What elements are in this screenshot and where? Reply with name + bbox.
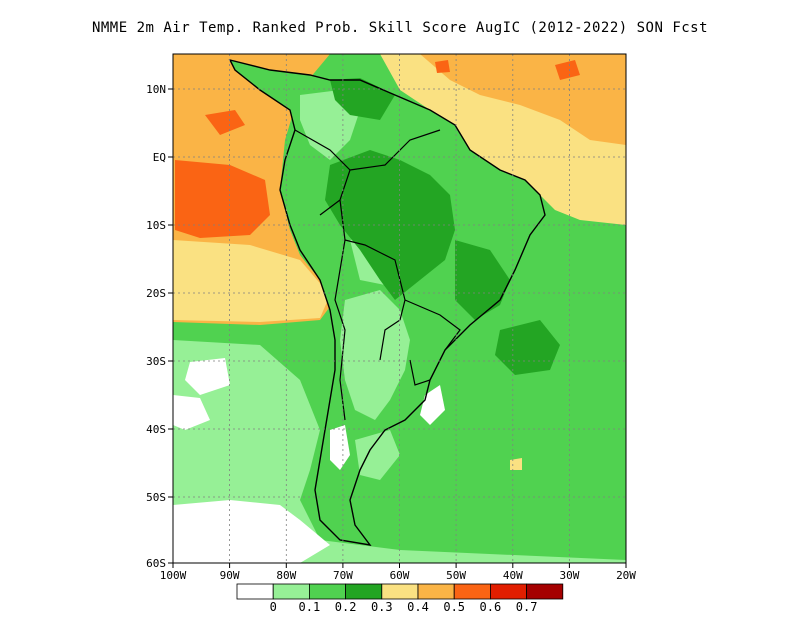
colorbar-label: 0 [270, 600, 277, 614]
lat-tick-label: 60S [146, 557, 166, 570]
colorbar-label: 0.1 [299, 600, 321, 614]
colorbar-swatch [272, 583, 310, 600]
lon-tick-label: 40W [503, 569, 523, 582]
colorbar-label: 0.5 [443, 600, 465, 614]
colorbar-label: 0.3 [371, 600, 393, 614]
colorbar: 0 0.1 0.2 0.3 0.4 0.5 0.6 0.7 [236, 583, 564, 614]
colorbar-label: 0.2 [335, 600, 357, 614]
field-atl-yellow-spot [510, 458, 522, 470]
lat-tick-label: 10N [146, 83, 166, 96]
border-lines [294, 129, 461, 421]
field-andes-light [340, 290, 410, 420]
axis-ticks [168, 88, 627, 568]
field-atlantic-hot [555, 60, 580, 80]
colorbar-swatch [345, 583, 383, 600]
lon-tick-label: 80W [276, 569, 296, 582]
colorbar-swatch [236, 583, 274, 600]
graticule [173, 54, 626, 563]
colorbar-swatch [453, 583, 491, 600]
field-atlantic-orange [420, 54, 626, 145]
lon-tick-label: 70W [333, 569, 353, 582]
lat-tick-label: 50S [146, 491, 166, 504]
field-pacific-hot [175, 160, 270, 238]
field-patagonia-light [355, 430, 400, 480]
map-title: NMME 2m Air Temp. Ranked Prob. Skill Sco… [91, 20, 709, 36]
lat-tick-label: 20S [146, 287, 166, 300]
field-pacific-light [173, 240, 330, 322]
colorbar-swatch [308, 583, 346, 600]
lon-tick-label: 90W [220, 569, 240, 582]
lon-tick-label: 60W [390, 569, 410, 582]
colorbar-label: 0.6 [480, 600, 502, 614]
field-atlantic-hot-2 [435, 60, 450, 73]
field-east-dark [455, 240, 510, 320]
field-white-patch-1 [185, 358, 230, 395]
colorbar-label: 0.7 [516, 600, 538, 614]
continent-coastline [228, 58, 546, 546]
lat-tick-label: 30S [146, 355, 166, 368]
colorbar-swatch [381, 583, 419, 600]
map-field [173, 54, 626, 563]
lat-tick-label: EQ [153, 151, 166, 164]
lon-tick-label: 20W [616, 569, 636, 582]
field-pacific-hot-2 [205, 110, 245, 135]
field-patagonia-white [330, 425, 350, 470]
lat-tick-labels: 10N EQ 10S 20S 30S 40S 50S 60S [146, 83, 166, 570]
colorbar-swatch [526, 583, 564, 600]
lon-tick-label: 50W [446, 569, 466, 582]
lon-tick-label: 30W [559, 569, 579, 582]
lat-tick-label: 40S [146, 423, 166, 436]
coastlines [228, 58, 546, 546]
lat-tick-label: 10S [146, 219, 166, 232]
lon-tick-label: 100W [160, 569, 187, 582]
lon-tick-labels: 100W 90W 80W 70W 60W 50W 40W 30W 20W [160, 569, 637, 582]
field-white-patch-2 [173, 395, 210, 430]
colorbar-swatch [417, 583, 455, 600]
colorbar-swatch [489, 583, 527, 600]
field-south-white [173, 500, 330, 563]
colorbar-label: 0.4 [407, 600, 429, 614]
